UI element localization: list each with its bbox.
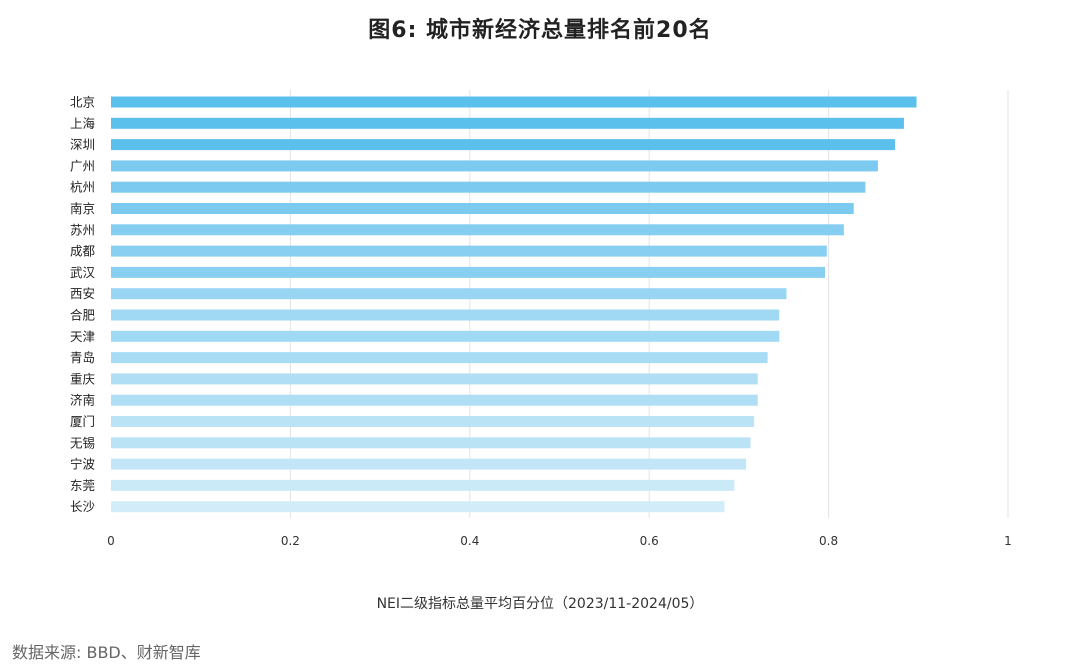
bar <box>111 181 866 193</box>
category-label: 无锡 <box>70 435 95 450</box>
bar <box>111 288 787 300</box>
chart-title: 图6: 城市新经济总量排名前20名 <box>368 18 712 43</box>
bar <box>111 117 904 129</box>
category-label: 厦门 <box>70 414 95 429</box>
source-note: 数据来源: BBD、财新智库 <box>12 643 201 662</box>
category-label: 长沙 <box>70 499 96 514</box>
bar <box>111 309 780 321</box>
category-label: 杭州 <box>70 180 95 195</box>
category-label: 东莞 <box>70 478 95 493</box>
bar <box>111 245 827 257</box>
x-axis-ticks: 0 0.2 0.4 0.6 0.8 1 <box>107 534 1012 548</box>
category-label: 广州 <box>70 158 95 173</box>
category-label: 南京 <box>70 201 95 216</box>
x-tick-label: 0 <box>107 534 115 548</box>
category-label: 济南 <box>70 393 95 408</box>
category-label: 武汉 <box>70 265 96 280</box>
category-label: 北京 <box>70 95 95 110</box>
grid-lines <box>289 90 1009 518</box>
bar <box>111 224 844 236</box>
bar <box>111 501 725 513</box>
x-tick-label: 0.6 <box>640 534 659 548</box>
bar <box>111 96 917 108</box>
bar <box>111 330 780 342</box>
category-label: 上海 <box>70 116 96 131</box>
category-label: 重庆 <box>70 371 96 386</box>
bar <box>111 458 747 470</box>
bar <box>111 394 758 406</box>
bar <box>111 266 826 278</box>
x-tick-label: 1 <box>1004 534 1012 548</box>
bar <box>111 416 755 427</box>
category-label: 合肥 <box>70 308 96 323</box>
category-label: 宁波 <box>70 457 96 472</box>
bar <box>111 352 768 364</box>
bar <box>111 139 895 151</box>
category-label: 苏州 <box>70 222 95 237</box>
category-label: 天津 <box>70 329 95 344</box>
bar <box>111 203 854 214</box>
x-tick-label: 0.2 <box>281 534 300 548</box>
x-tick-label: 0.4 <box>460 534 479 548</box>
bar <box>111 373 758 385</box>
bar <box>111 479 735 491</box>
category-label: 成都 <box>70 244 96 259</box>
bars <box>111 96 917 513</box>
category-label: 青岛 <box>70 350 95 365</box>
bar <box>111 437 751 449</box>
category-label: 西安 <box>70 286 95 301</box>
x-tick-label: 0.8 <box>819 534 838 548</box>
bar <box>111 160 878 172</box>
category-label: 深圳 <box>70 137 95 152</box>
x-axis-label: NEI二级指标总量平均百分位（2023/11-2024/05） <box>376 596 704 612</box>
